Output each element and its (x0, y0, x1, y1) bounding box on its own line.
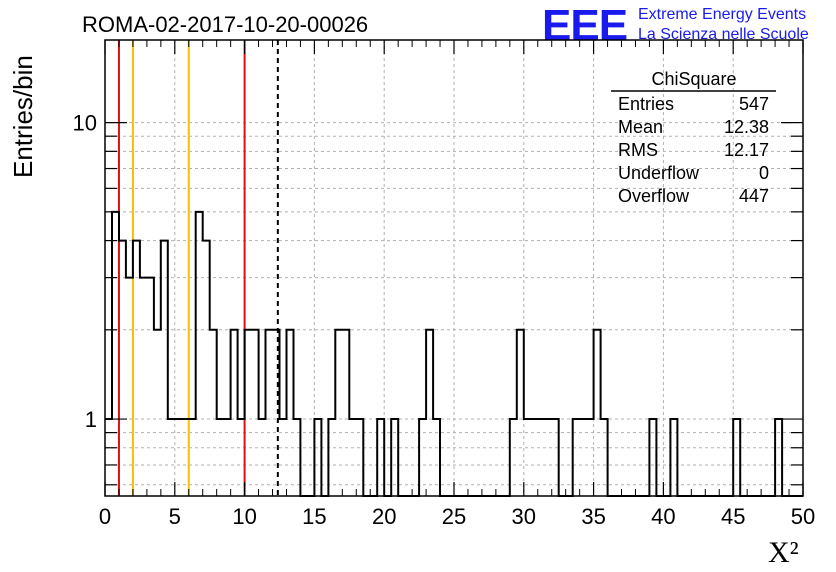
stats-row-label: Mean (618, 117, 663, 137)
eee-logo-letters: EEE (542, 1, 627, 50)
y-axis-label: Entries/bin (8, 55, 38, 178)
eee-logo-line1: Extreme Energy Events (638, 6, 806, 23)
stats-row-value: 447 (739, 186, 769, 206)
stats-row-label: Underflow (618, 163, 700, 183)
eee-logo: EEE Extreme Energy Events La Scienza nel… (542, 1, 809, 50)
marker-lines (117, 40, 279, 496)
eee-logo-line2: La Scienza nelle Scuole (638, 26, 809, 43)
stats-row-value: 12.17 (724, 140, 769, 160)
x-tick-label: 30 (512, 504, 536, 529)
stats-box-title: ChiSquare (651, 69, 736, 89)
axis-ticks (104, 40, 804, 496)
stats-row-value: 0 (759, 163, 769, 183)
chart-title: ROMA-02-2017-10-20-00026 (82, 12, 368, 37)
x-tick-label: 10 (232, 504, 256, 529)
x-tick-label: 15 (302, 504, 326, 529)
stats-row-value: 12.38 (724, 117, 769, 137)
stats-row-label: Overflow (618, 186, 690, 206)
x-tick-label: 20 (372, 504, 396, 529)
stats-row-value: 547 (739, 94, 769, 114)
stats-box: ChiSquare Entries 547 Mean 12.38 RMS 12.17 Und… (611, 69, 776, 206)
x-tick-label: 0 (99, 504, 111, 529)
y-tick-label: 1 (85, 407, 97, 432)
stats-row-label: Entries (618, 94, 674, 114)
tick-labels: 0 5 10 15 20 25 30 35 40 45 50 1 10 (73, 111, 816, 529)
x-tick-label: 35 (581, 504, 605, 529)
stats-row-label: RMS (618, 140, 658, 160)
y-tick-label: 10 (73, 111, 97, 136)
x-tick-label: 50 (791, 504, 815, 529)
x-axis-label: X² (768, 536, 799, 569)
stats-rows: Entries 547 Mean 12.38 RMS 12.17 Underflow 0 Ove… (618, 94, 769, 206)
x-tick-label: 5 (169, 504, 181, 529)
x-tick-label: 40 (651, 504, 675, 529)
x-tick-label: 25 (442, 504, 466, 529)
x-tick-label: 45 (721, 504, 745, 529)
